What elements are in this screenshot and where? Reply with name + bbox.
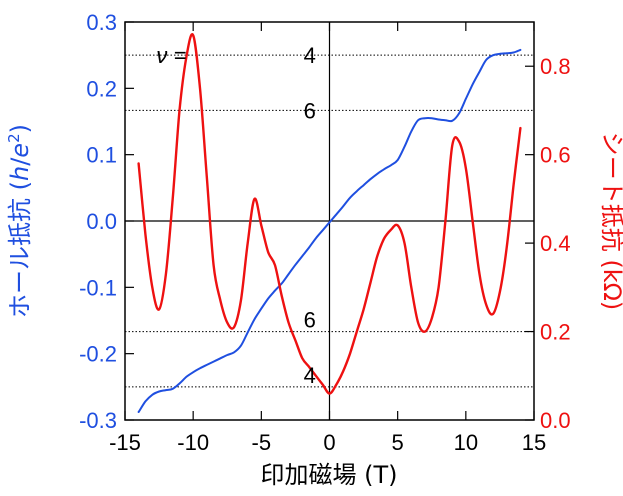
- y-left-tick-label: 0.1: [86, 143, 117, 168]
- y-left-axis-title: ホール抵抗 (h/e2): [5, 124, 34, 318]
- y-left-tick-label: -0.3: [79, 408, 117, 433]
- x-tick-label: 15: [522, 430, 546, 455]
- y-right-axis-title: シート抵抗 (kΩ): [598, 132, 623, 311]
- annotations: ν = 4 6 6 4: [156, 43, 315, 388]
- annotation-label: ν =: [156, 43, 186, 68]
- y-right-tick-label: 0.2: [540, 320, 571, 345]
- series-line-hall-resistance: [137, 48, 522, 413]
- x-tick-label: -5: [252, 430, 272, 455]
- y-left-tick-label: 0.3: [86, 10, 117, 35]
- series-group: [137, 33, 522, 413]
- y-left-tick-label: -0.2: [79, 342, 117, 367]
- x-tick-label: 5: [392, 430, 404, 455]
- x-tick-label: 0: [323, 430, 335, 455]
- y-right-tick-label: 0.6: [540, 143, 571, 168]
- x-axis-ticks: -15 -10 -5 0 5 10 15: [109, 22, 546, 455]
- annotation-label: 6: [304, 308, 316, 333]
- x-tick-label: 10: [454, 430, 478, 455]
- x-tick-label: -15: [109, 430, 141, 455]
- y-left-tick-label: 0.0: [86, 209, 117, 234]
- y-right-axis-ticks: 0.0 0.2 0.4 0.6 0.8: [525, 54, 571, 433]
- y-right-tick-label: 0.4: [540, 231, 571, 256]
- y-left-tick-label: 0.2: [86, 76, 117, 101]
- y-right-tick-label: 0.8: [540, 54, 571, 79]
- annotation-label: 4: [304, 43, 316, 68]
- series-line-sheet-resistance: [137, 33, 522, 395]
- annotation-label: 4: [304, 363, 316, 388]
- y-left-tick-label: -0.1: [79, 275, 117, 300]
- annotation-label: 6: [304, 98, 316, 123]
- x-tick-label: -10: [177, 430, 209, 455]
- y-left-axis-ticks: -0.3 -0.2 -0.1 0.0 0.1 0.2 0.3: [79, 10, 134, 433]
- y-right-tick-label: 0.0: [540, 408, 571, 433]
- x-axis-title: 印加磁場 (T): [260, 461, 397, 489]
